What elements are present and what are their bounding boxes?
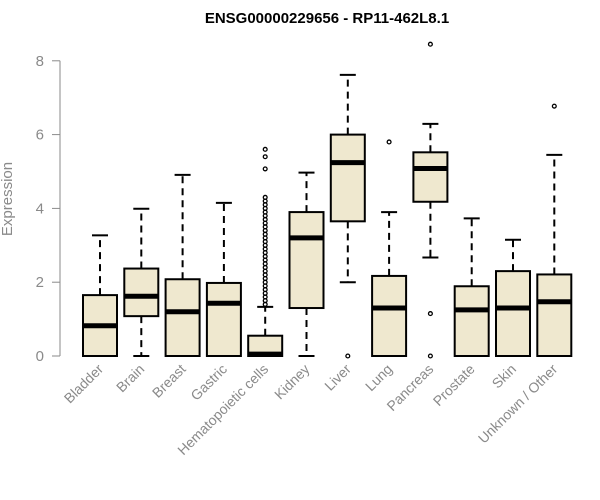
outlier-point: [551, 103, 557, 109]
category-label: Lung: [362, 361, 395, 394]
category-label: Brain: [113, 361, 147, 395]
box-prostate: [453, 217, 490, 357]
box-lung: [371, 139, 408, 357]
iqr-box: [412, 151, 449, 203]
y-tick-label: 6: [36, 127, 44, 144]
category-label: Breast: [149, 361, 189, 401]
iqr-box: [205, 281, 242, 357]
category-label: Liver: [321, 361, 354, 394]
outlier-point: [427, 353, 433, 359]
box-gastric: [205, 201, 242, 357]
chart-title: ENSG00000229656 - RP11-462L8.1: [205, 10, 449, 27]
outlier-point: [262, 154, 268, 160]
y-axis: 0 2 4 6 8: [36, 53, 61, 365]
box-breast: [164, 173, 201, 357]
box-pancreas: [412, 41, 449, 359]
iqr-box: [453, 285, 490, 357]
category-label: Kidney: [271, 361, 313, 403]
box-skin: [495, 238, 531, 358]
category-label: Prostate: [430, 361, 478, 409]
box-hematopoietic-cells: [247, 146, 284, 357]
y-tick-label: 2: [36, 274, 44, 291]
iqr-box: [495, 270, 531, 358]
outlier-point: [262, 166, 268, 172]
box-unknown-other: [536, 103, 573, 357]
y-tick-label: 4: [36, 200, 44, 217]
category-label: Bladder: [61, 361, 107, 407]
outlier-point: [262, 194, 268, 200]
outlier-point: [262, 146, 268, 152]
outlier-point: [345, 353, 351, 359]
iqr-box: [123, 267, 160, 318]
box-series: [82, 41, 573, 359]
y-tick-label: 8: [36, 53, 44, 70]
category-label: Skin: [489, 361, 520, 392]
iqr-box: [164, 278, 201, 357]
outlier-point: [386, 139, 392, 145]
iqr-box: [536, 273, 573, 357]
outlier-point: [427, 311, 433, 317]
outlier-point: [427, 41, 433, 47]
y-tick-label: 0: [36, 348, 44, 365]
box-liver: [329, 73, 366, 359]
iqr-box: [371, 274, 408, 357]
iqr-box: [288, 211, 325, 310]
y-axis-label: Expression: [0, 162, 16, 236]
box-bladder: [82, 234, 118, 357]
iqr-box: [329, 133, 366, 223]
box-brain: [123, 207, 160, 357]
box-kidney: [288, 171, 325, 357]
